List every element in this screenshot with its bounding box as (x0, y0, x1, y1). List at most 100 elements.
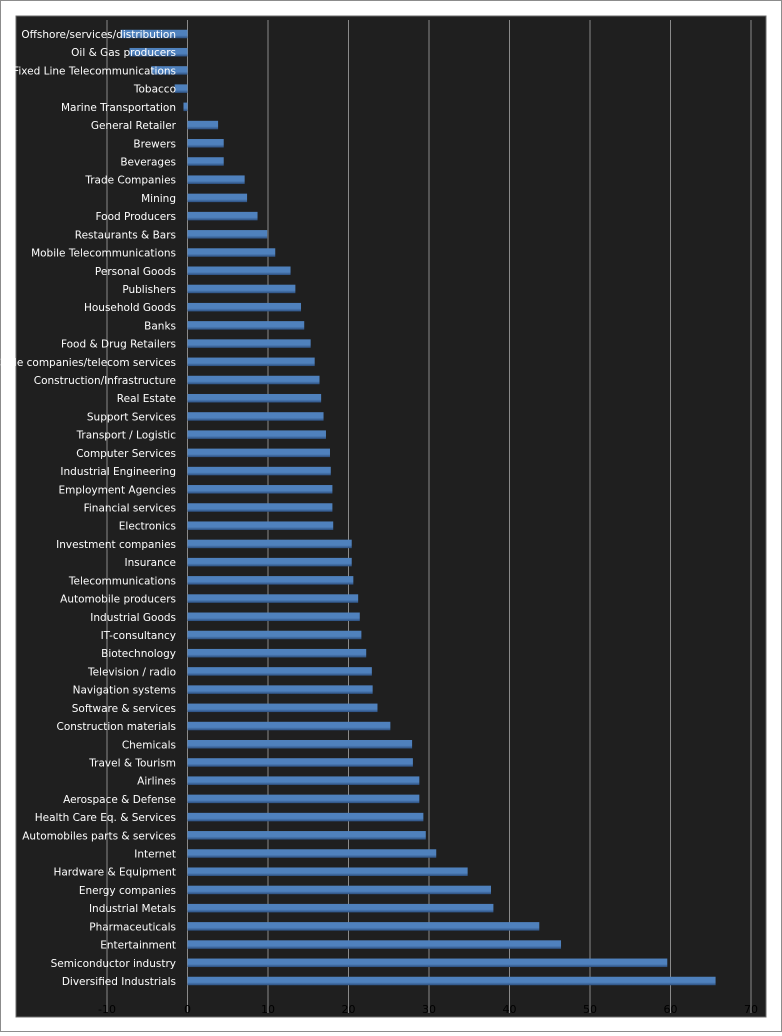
bar (187, 139, 224, 148)
category-label: Television / radio (87, 666, 176, 678)
bar (187, 721, 391, 731)
x-tick-label: 70 (744, 1003, 758, 1016)
x-tick-labels: -10 0 10 20 30 40 50 60 70 (98, 1003, 758, 1016)
bar (187, 903, 494, 913)
bar (187, 630, 362, 640)
bar (187, 430, 326, 439)
bars (120, 29, 716, 986)
bar (183, 102, 188, 112)
bar (129, 47, 188, 57)
bar (187, 302, 302, 312)
bar (187, 539, 352, 549)
category-label: Software & services (72, 703, 176, 715)
bar (187, 940, 562, 949)
bar (187, 448, 330, 458)
category-label: Brewers (133, 138, 176, 150)
bar (187, 867, 468, 876)
bar (187, 849, 437, 858)
bar (187, 648, 367, 658)
category-label: Restaurants & Bars (75, 229, 176, 241)
category-label: Automobiles parts & services (22, 830, 176, 842)
category-label: Beverages (120, 156, 176, 168)
bar (187, 794, 420, 804)
category-label: IT-consultancy (101, 630, 176, 642)
x-tick-label: 0 (184, 1003, 191, 1016)
bar (187, 503, 333, 512)
bar (174, 84, 188, 93)
category-label: Food Producers (95, 211, 176, 223)
bar (187, 776, 420, 785)
x-tick-label: 30 (422, 1003, 436, 1016)
category-label: Banks (144, 320, 176, 332)
x-tick-label: 20 (342, 1003, 356, 1016)
bar (187, 193, 248, 203)
category-labels: Offshore/services/distribution Oil & Gas … (0, 29, 177, 988)
category-label: Financial services (84, 503, 176, 515)
category-label: Marine Transportation (61, 102, 176, 114)
category-label: Construction materials (57, 721, 177, 733)
category-label: Pharmaceuticals (89, 921, 176, 933)
category-label: Offshore/services/distribution (21, 29, 176, 41)
bar (187, 175, 245, 184)
category-label: Energy companies (79, 885, 176, 897)
bar (187, 157, 224, 166)
category-label: Publishers (122, 284, 176, 296)
category-label: Tobacco (133, 84, 176, 96)
bar (187, 831, 426, 840)
category-label: Household Goods (84, 302, 176, 314)
category-label: Hardware & Equipment (53, 867, 176, 879)
bar (187, 375, 320, 385)
category-label: Trade Companies (84, 175, 176, 187)
category-label: Internet (134, 849, 176, 861)
category-label: Semiconductor industry (51, 958, 176, 970)
x-tick-label: 40 (503, 1003, 517, 1016)
category-label: Navigation systems (73, 685, 176, 697)
category-label: Insurance (124, 557, 176, 569)
category-label: Construction/Infrastructure (34, 375, 176, 387)
bar (120, 29, 188, 39)
bar (187, 284, 296, 294)
category-label: Mobile Telecommunications (31, 248, 176, 260)
bar (187, 958, 668, 968)
x-tick-label: 50 (583, 1003, 597, 1016)
bar (187, 612, 360, 622)
x-tick-label: -10 (98, 1003, 116, 1016)
bar (187, 922, 540, 931)
category-label: Industrial Engineering (60, 466, 176, 478)
category-label: Aerospace & Defense (63, 794, 176, 806)
category-label: Industrial Goods (90, 612, 176, 624)
x-tick-label: 60 (664, 1003, 678, 1016)
bar (187, 248, 276, 257)
category-label: Chemicals (122, 739, 176, 751)
bar (187, 321, 305, 330)
category-label: Food & Drug Retailers (61, 339, 176, 351)
bar (187, 412, 324, 421)
category-label: Fixed Line Telecommunications (13, 65, 176, 77)
category-label: Oil & Gas producers (71, 47, 176, 59)
category-label: Real Estate (117, 393, 176, 405)
bar (187, 339, 311, 348)
category-label: Automobile producers (60, 594, 176, 606)
category-label: Employment Agencies (59, 484, 176, 496)
category-label: Health Care Eq. & Services (35, 812, 176, 824)
bar (187, 120, 219, 130)
bar (187, 667, 372, 676)
category-label: Travel & Tourism (88, 757, 176, 769)
category-label: Entertainment (100, 940, 176, 952)
bar (187, 594, 359, 603)
bar (187, 740, 413, 749)
bar (187, 885, 491, 895)
category-label: Airlines (137, 776, 176, 788)
bar (187, 357, 315, 367)
bar (187, 758, 413, 767)
category-label: Personal Goods (95, 266, 176, 278)
bar (151, 66, 188, 75)
category-label: Computer Services (76, 448, 176, 460)
bar (187, 230, 268, 239)
category-label: Electronics (119, 521, 176, 533)
category-label: General Retailer (91, 120, 177, 132)
bar (187, 557, 352, 567)
bar (187, 976, 716, 986)
